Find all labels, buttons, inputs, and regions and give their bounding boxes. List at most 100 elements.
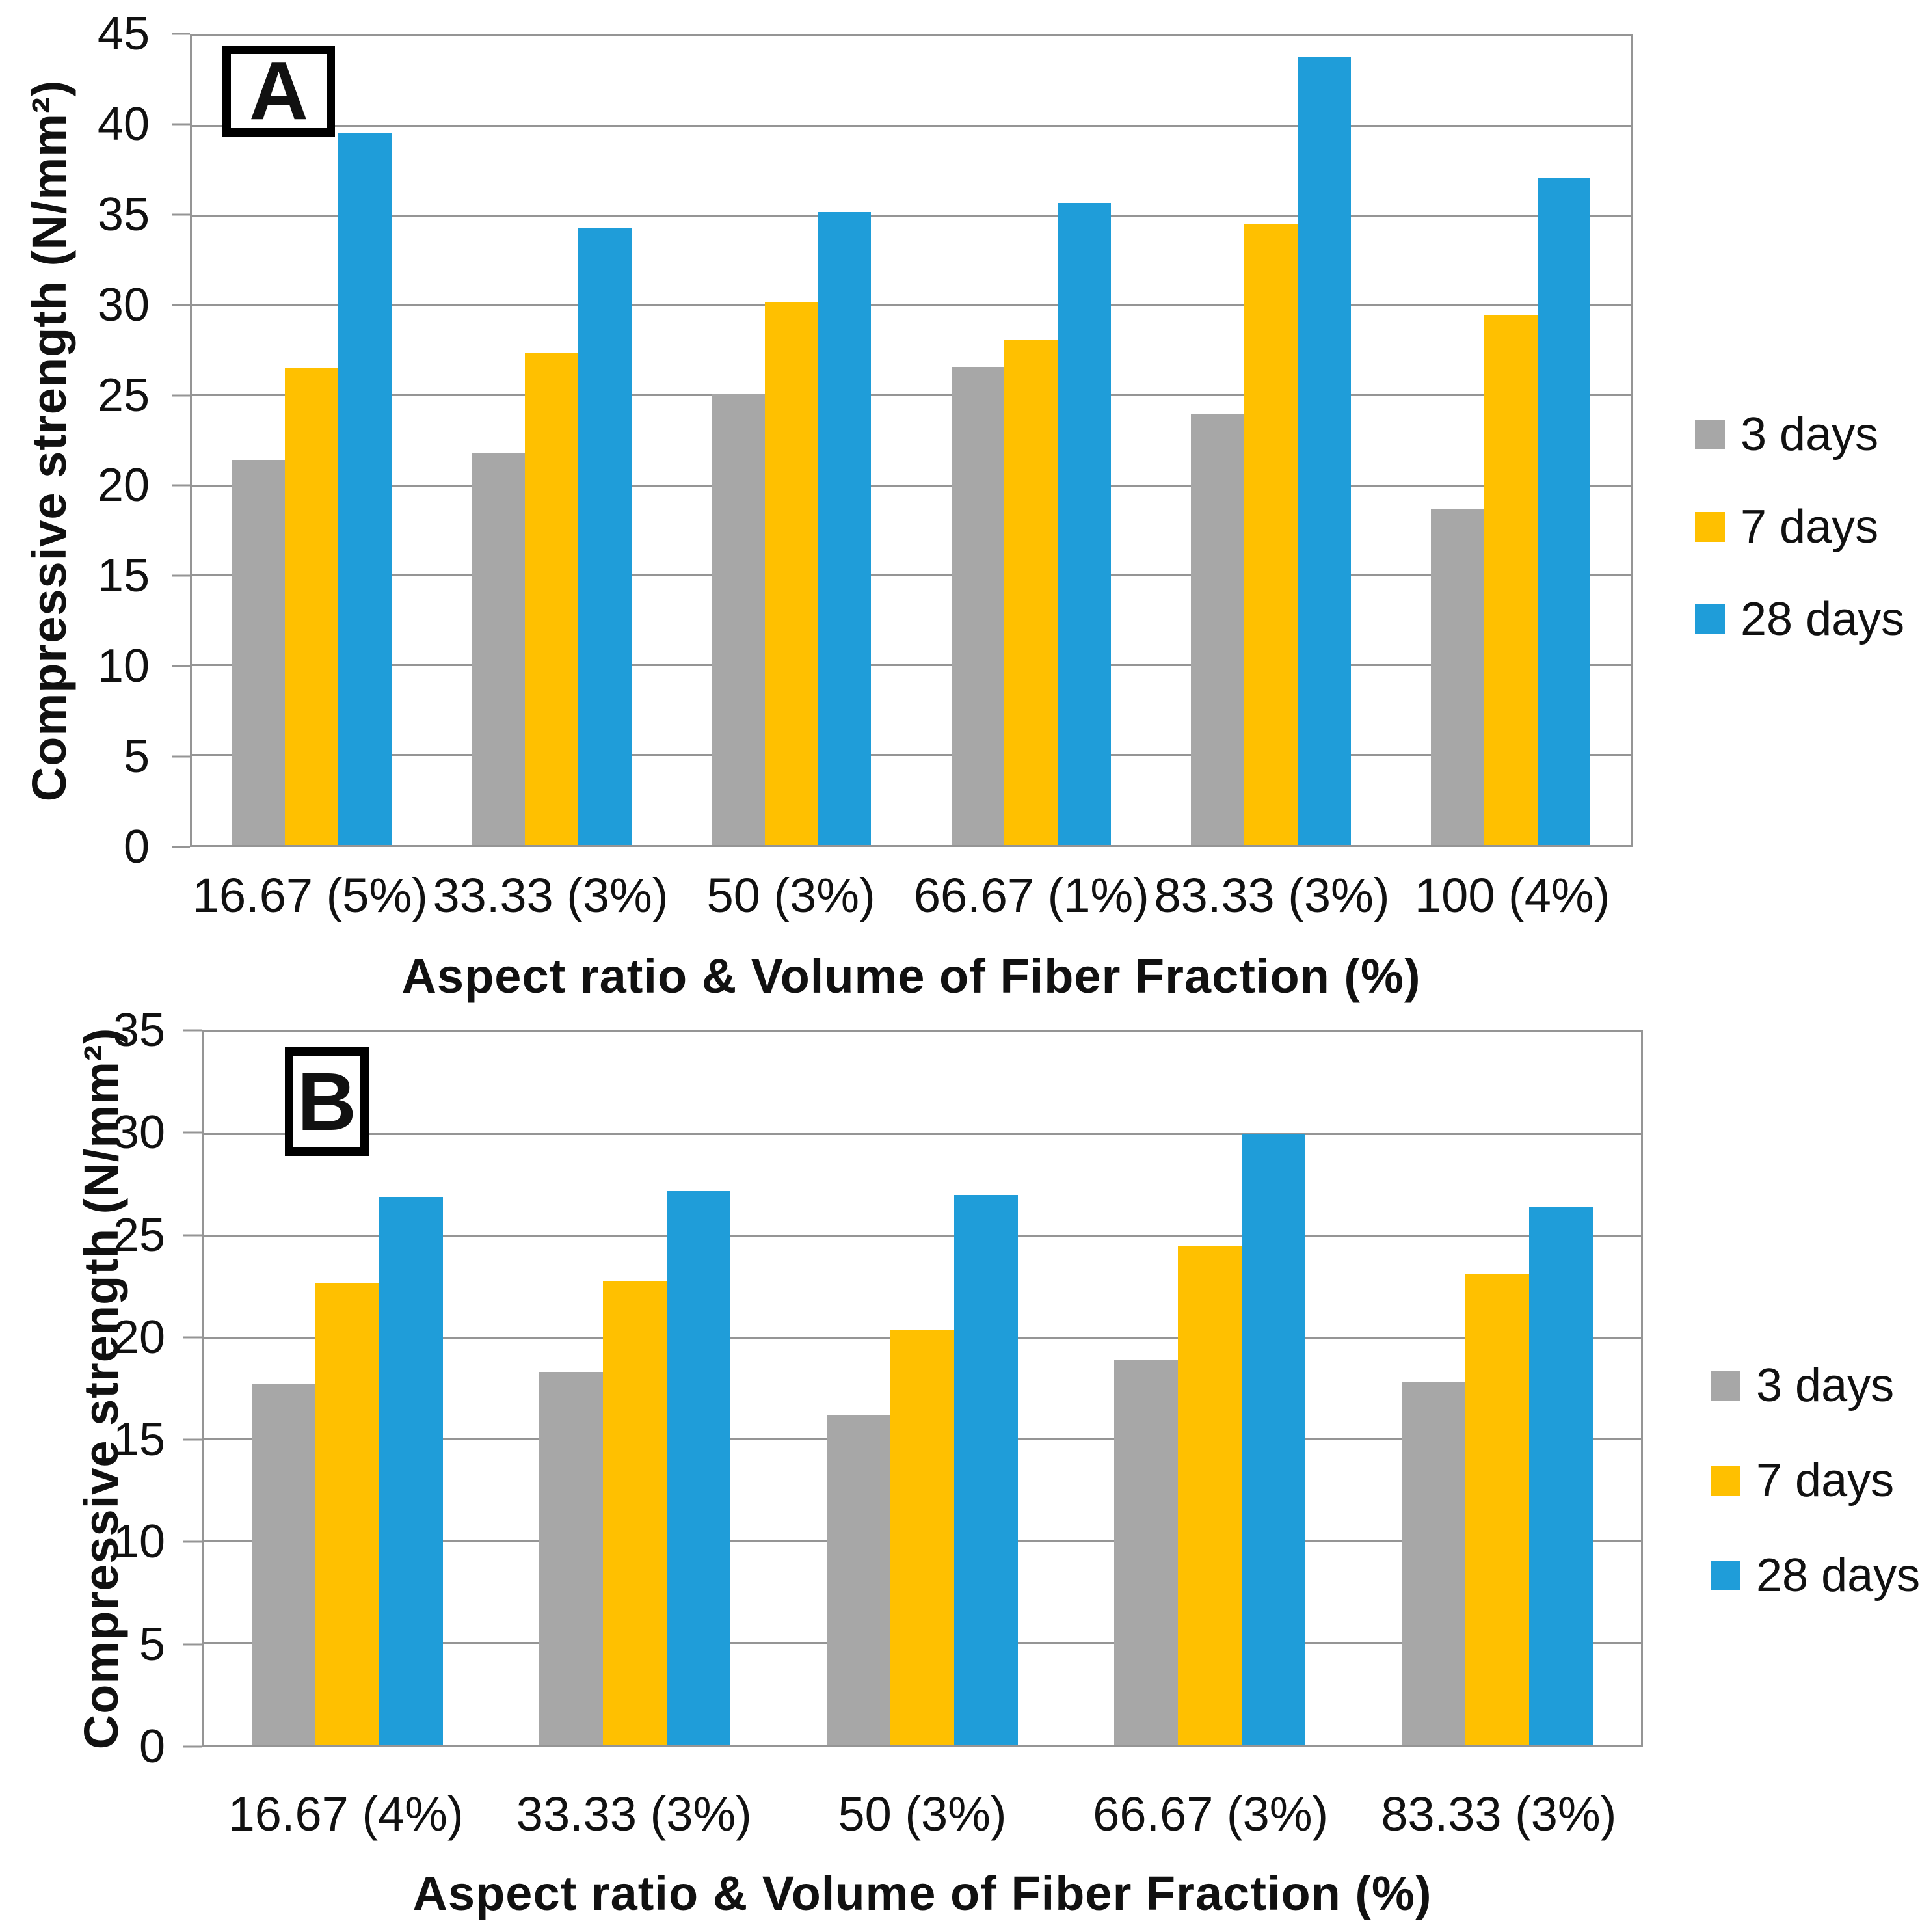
bar-7-days-50 (3%) <box>764 302 818 845</box>
bar-28-days-83.33 (3%) <box>1297 57 1351 845</box>
bar-3-days-83.33 (3%) <box>1191 413 1245 845</box>
plot-area <box>202 1030 1643 1747</box>
legend-swatch-icon <box>1711 1561 1740 1590</box>
y-tick-label-45: 45 <box>97 8 150 60</box>
bar-7-days-33.33 (3%) <box>603 1280 667 1745</box>
y-tick-label-25: 25 <box>97 369 150 422</box>
y-tick-label-0: 0 <box>139 1721 165 1773</box>
legend-label: 28 days <box>1740 593 1905 645</box>
x-category-label-100 (4%): 100 (4%) <box>1415 868 1610 922</box>
y-tick-label-15: 15 <box>113 1414 165 1466</box>
bar-28-days-33.33 (3%) <box>666 1191 730 1745</box>
x-category-label-50 (3%): 50 (3%) <box>706 868 875 922</box>
legend-label: 3 days <box>1740 409 1879 461</box>
y-tick-mark-30 <box>183 1131 202 1134</box>
x-axis-labels: 16.67 (5%) 33.33 (3%) 50 (3%) 66.67 (1%) 83.… <box>190 872 1633 937</box>
y-axis-ticks <box>183 1029 202 1748</box>
y-tick-mark-5 <box>183 1643 202 1646</box>
bar-28-days-66.67 (1%) <box>1058 203 1111 845</box>
y-tick-label-40: 40 <box>97 98 150 150</box>
legend-item-28-days: 28 days <box>1695 592 1904 647</box>
y-tick-label-35: 35 <box>97 188 150 241</box>
bar-7-days-16.67 (5%) <box>285 368 339 845</box>
panel-label-box: B <box>285 1047 369 1156</box>
bar-28-days-66.67 (3%) <box>1241 1134 1305 1745</box>
y-tick-label-30: 30 <box>97 278 150 331</box>
x-category-label-33.33 (3%): 33.33 (3%) <box>516 1787 752 1841</box>
plot-area <box>190 34 1633 847</box>
bar-3-days-66.67 (1%) <box>951 366 1005 845</box>
y-tick-mark-15 <box>172 574 190 577</box>
bar-3-days-100 (4%) <box>1431 509 1484 845</box>
legend: 3 days 7 days 28 days <box>1711 1358 1920 1643</box>
legend-label: 3 days <box>1756 1360 1895 1412</box>
bar-3-days-33.33 (3%) <box>472 453 526 845</box>
legend-item-7-days: 7 days <box>1711 1453 1920 1508</box>
bar-28-days-33.33 (3%) <box>578 228 632 845</box>
gridline-25 <box>204 1235 1641 1237</box>
bar-3-days-66.67 (3%) <box>1114 1360 1178 1745</box>
y-tick-label-5: 5 <box>139 1618 165 1670</box>
x-category-label-16.67 (5%): 16.67 (5%) <box>192 868 428 922</box>
bar-7-days-100 (4%) <box>1484 314 1538 845</box>
x-category-label-66.67 (3%): 66.67 (3%) <box>1093 1787 1329 1841</box>
bar-3-days-16.67 (5%) <box>232 460 286 845</box>
y-tick-mark-25 <box>172 394 190 397</box>
y-tick-mark-0 <box>183 1745 202 1748</box>
y-tick-mark-15 <box>183 1438 202 1441</box>
bar-3-days-83.33 (3%) <box>1402 1382 1465 1745</box>
y-tick-label-10: 10 <box>113 1516 165 1568</box>
legend-label: 28 days <box>1756 1550 1920 1602</box>
gridline-5 <box>192 754 1631 757</box>
bar-28-days-83.33 (3%) <box>1528 1207 1593 1745</box>
legend-item-3-days: 3 days <box>1695 407 1904 462</box>
gridline-25 <box>192 394 1631 397</box>
y-tick-label-10: 10 <box>97 640 150 693</box>
y-tick-mark-20 <box>172 484 190 487</box>
x-category-label-50 (3%): 50 (3%) <box>838 1787 1007 1841</box>
bar-7-days-66.67 (1%) <box>1004 340 1058 845</box>
x-axis-labels: 16.67 (4%) 33.33 (3%) 50 (3%) 66.67 (3%) 83.… <box>202 1790 1643 1855</box>
x-category-label-83.33 (3%): 83.33 (3%) <box>1381 1787 1617 1841</box>
x-category-label-66.67 (1%): 66.67 (1%) <box>913 868 1149 922</box>
y-tick-mark-35 <box>172 213 190 216</box>
gridline-20 <box>192 484 1631 487</box>
y-tick-mark-10 <box>183 1540 202 1543</box>
y-axis-labels: 0 5 10 15 20 25 30 35 40 45 <box>0 10 150 870</box>
bar-3-days-16.67 (4%) <box>252 1384 315 1745</box>
panel-letter: A <box>249 45 308 137</box>
legend-swatch-icon <box>1711 1371 1740 1401</box>
bar-7-days-50 (3%) <box>890 1329 954 1745</box>
y-tick-mark-35 <box>183 1029 202 1032</box>
gridline-35 <box>192 214 1631 217</box>
y-tick-label-25: 25 <box>113 1209 165 1261</box>
gridline-40 <box>192 124 1631 127</box>
legend-swatch-icon <box>1695 512 1725 542</box>
gridline-30 <box>192 304 1631 307</box>
bar-3-days-50 (3%) <box>712 394 765 845</box>
legend-item-28-days: 28 days <box>1711 1548 1920 1603</box>
y-tick-mark-0 <box>172 846 190 848</box>
y-tick-label-0: 0 <box>123 821 150 873</box>
bar-7-days-33.33 (3%) <box>525 352 578 845</box>
y-tick-mark-30 <box>172 304 190 306</box>
y-tick-label-20: 20 <box>113 1311 165 1363</box>
bar-7-days-83.33 (3%) <box>1244 224 1298 845</box>
legend-item-3-days: 3 days <box>1711 1358 1920 1413</box>
x-axis-title: Aspect ratio & Volume of Fiber Fraction … <box>412 1866 1432 1920</box>
y-tick-mark-45 <box>172 33 190 35</box>
y-tick-mark-25 <box>183 1234 202 1237</box>
y-axis-labels: 0 5 10 15 20 25 30 35 <box>20 1007 165 1770</box>
x-category-label-83.33 (3%): 83.33 (3%) <box>1154 868 1390 922</box>
legend-label: 7 days <box>1756 1455 1895 1507</box>
bar-3-days-33.33 (3%) <box>539 1372 603 1745</box>
legend-item-7-days: 7 days <box>1695 500 1904 554</box>
x-category-label-33.33 (3%): 33.33 (3%) <box>433 868 669 922</box>
bar-28-days-50 (3%) <box>818 211 872 845</box>
y-tick-label-5: 5 <box>123 731 150 783</box>
legend-swatch-icon <box>1695 604 1725 634</box>
panel-letter: B <box>297 1055 356 1147</box>
y-tick-label-35: 35 <box>113 1004 165 1056</box>
y-tick-label-30: 30 <box>113 1107 165 1159</box>
